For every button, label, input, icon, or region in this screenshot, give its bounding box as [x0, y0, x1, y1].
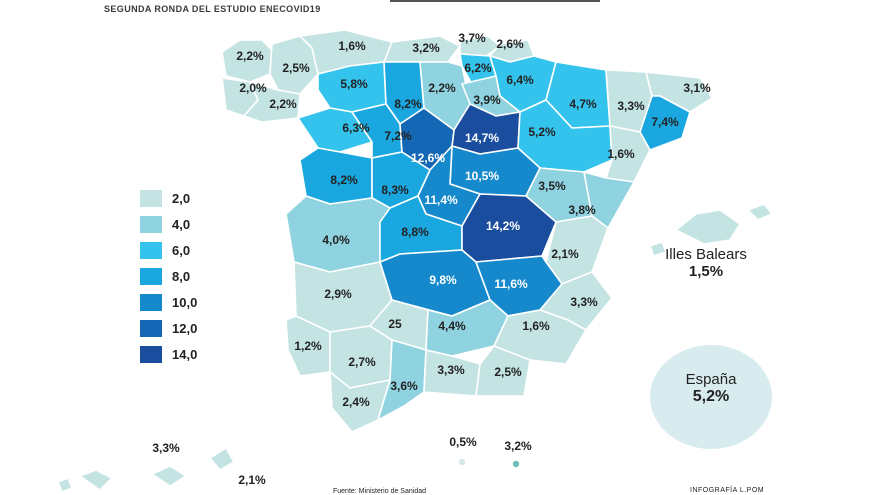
legend-swatch — [140, 267, 162, 285]
legend-row: 12,0 — [140, 315, 197, 341]
province-almeria[interactable] — [475, 345, 531, 397]
province-value-label: 8,2% — [330, 173, 358, 187]
espana-value: 5,2% — [692, 388, 730, 405]
province-value-label: 0,5% — [449, 435, 477, 449]
province-value-label: 4,7% — [569, 97, 597, 111]
legend-value: 12,0 — [172, 320, 198, 336]
province-value-label: 3,6% — [390, 379, 418, 393]
map-subtitle: SEGUNDA RONDA DEL ESTUDIO ENECOVID19 — [104, 4, 321, 14]
province-value-label: 11,6% — [494, 277, 528, 291]
legend-row: 14,0 — [140, 341, 197, 367]
province-value-label: 2,6% — [496, 37, 524, 51]
province-value-label: 1,6% — [338, 39, 366, 53]
province-value-label: 6,3% — [342, 121, 370, 135]
province-value-label: 3,9% — [473, 93, 501, 107]
legend-row: 10,0 — [140, 289, 197, 315]
province-value-label: 10,5% — [465, 169, 499, 183]
province-value-label: 12,6% — [411, 151, 445, 165]
map-legend: 2,0 4,0 6,0 8,0 10,0 12,0 14,0 — [140, 185, 197, 367]
baleares-callout: Illes Balears 1,5% — [646, 246, 766, 280]
legend-value: 8,0 — [172, 268, 191, 284]
province-value-label: 3,3% — [152, 441, 180, 455]
province-value-label: 3,5% — [538, 179, 566, 193]
province-value-label: 4,4% — [438, 319, 466, 333]
province-ourense[interactable] — [243, 81, 301, 123]
province-value-label: 5,2% — [528, 125, 556, 139]
province-value-label: 1,2% — [294, 339, 322, 353]
province-value-label: 8,2% — [394, 97, 422, 111]
province-value-label: 3,3% — [570, 295, 598, 309]
province-value-label: 2,5% — [494, 365, 522, 379]
legend-value: 2,0 — [172, 190, 191, 206]
credit-note: INFOGRAFÍA L.POM — [690, 487, 765, 494]
province-value-label: 14,2% — [486, 219, 520, 233]
city-melilla[interactable] — [511, 459, 521, 469]
legend-swatch — [140, 319, 162, 337]
province-las-palmas[interactable] — [151, 447, 235, 487]
legend-value: 14,0 — [172, 346, 198, 362]
province-value-label: 5,8% — [340, 77, 368, 91]
legend-value: 6,0 — [172, 242, 191, 258]
province-bizkaia[interactable] — [459, 35, 501, 57]
province-value-label: 6,4% — [506, 73, 534, 87]
legend-row: 6,0 — [140, 237, 197, 263]
province-value-label: 8,8% — [401, 225, 429, 239]
province-value-label: 3,2% — [412, 41, 440, 55]
province-value-label: 2,0% — [239, 81, 267, 95]
province-illes-balears[interactable] — [649, 203, 773, 257]
province-value-label: 2,1% — [551, 247, 579, 261]
province-value-label: 11,4% — [424, 193, 458, 207]
legend-value: 10,0 — [172, 294, 198, 310]
legend-swatch — [140, 293, 162, 311]
city-ceuta[interactable] — [457, 457, 467, 467]
province-value-label: 2,9% — [324, 287, 352, 301]
province-value-label: 2,7% — [348, 355, 376, 369]
legend-swatch — [140, 215, 162, 233]
province-value-label: 2,2% — [428, 81, 456, 95]
province-value-label: 1,6% — [522, 319, 550, 333]
province-value-label: 2,1% — [238, 473, 266, 487]
province-value-label: 3,1% — [683, 81, 711, 95]
legend-swatch — [140, 189, 162, 207]
province-value-label: 2,2% — [236, 49, 264, 63]
province-value-label: 14,7% — [465, 131, 499, 145]
province-value-label: 3,8% — [568, 203, 596, 217]
province-value-label: 2,4% — [342, 395, 370, 409]
legend-swatch — [140, 241, 162, 259]
source-note: Fuente: Ministerio de Sanidad — [333, 488, 426, 495]
province-value-label: 25 — [388, 317, 402, 331]
espana-total-bubble: España 5,2% — [650, 345, 772, 449]
baleares-value: 1,5% — [688, 263, 724, 280]
province-value-label: 3,2% — [504, 439, 532, 453]
province-santa-cruz-de-tenerife[interactable] — [57, 469, 113, 493]
province-value-label: 6,2% — [464, 61, 492, 75]
province-value-label: 3,3% — [437, 363, 465, 377]
province-value-label: 2,2% — [269, 97, 297, 111]
province-castellon[interactable] — [583, 171, 635, 229]
province-value-label: 7,4% — [651, 115, 679, 129]
province-value-label: 3,7% — [458, 31, 486, 45]
baleares-name: Illes Balears — [665, 246, 747, 263]
legend-value: 4,0 — [172, 216, 191, 232]
legend-swatch — [140, 345, 162, 363]
province-value-label: 4,0% — [322, 233, 350, 247]
province-value-label: 9,8% — [429, 273, 457, 287]
province-value-label: 1,6% — [607, 147, 635, 161]
province-value-label: 8,3% — [381, 183, 409, 197]
legend-row: 8,0 — [140, 263, 197, 289]
province-value-label: 7,2% — [384, 129, 412, 143]
espana-name: España — [685, 371, 737, 388]
province-value-label: 2,5% — [282, 61, 310, 75]
legend-row: 2,0 — [140, 185, 197, 211]
legend-row: 4,0 — [140, 211, 197, 237]
province-value-label: 3,3% — [617, 99, 645, 113]
title-bar-fragment — [390, 0, 600, 2]
